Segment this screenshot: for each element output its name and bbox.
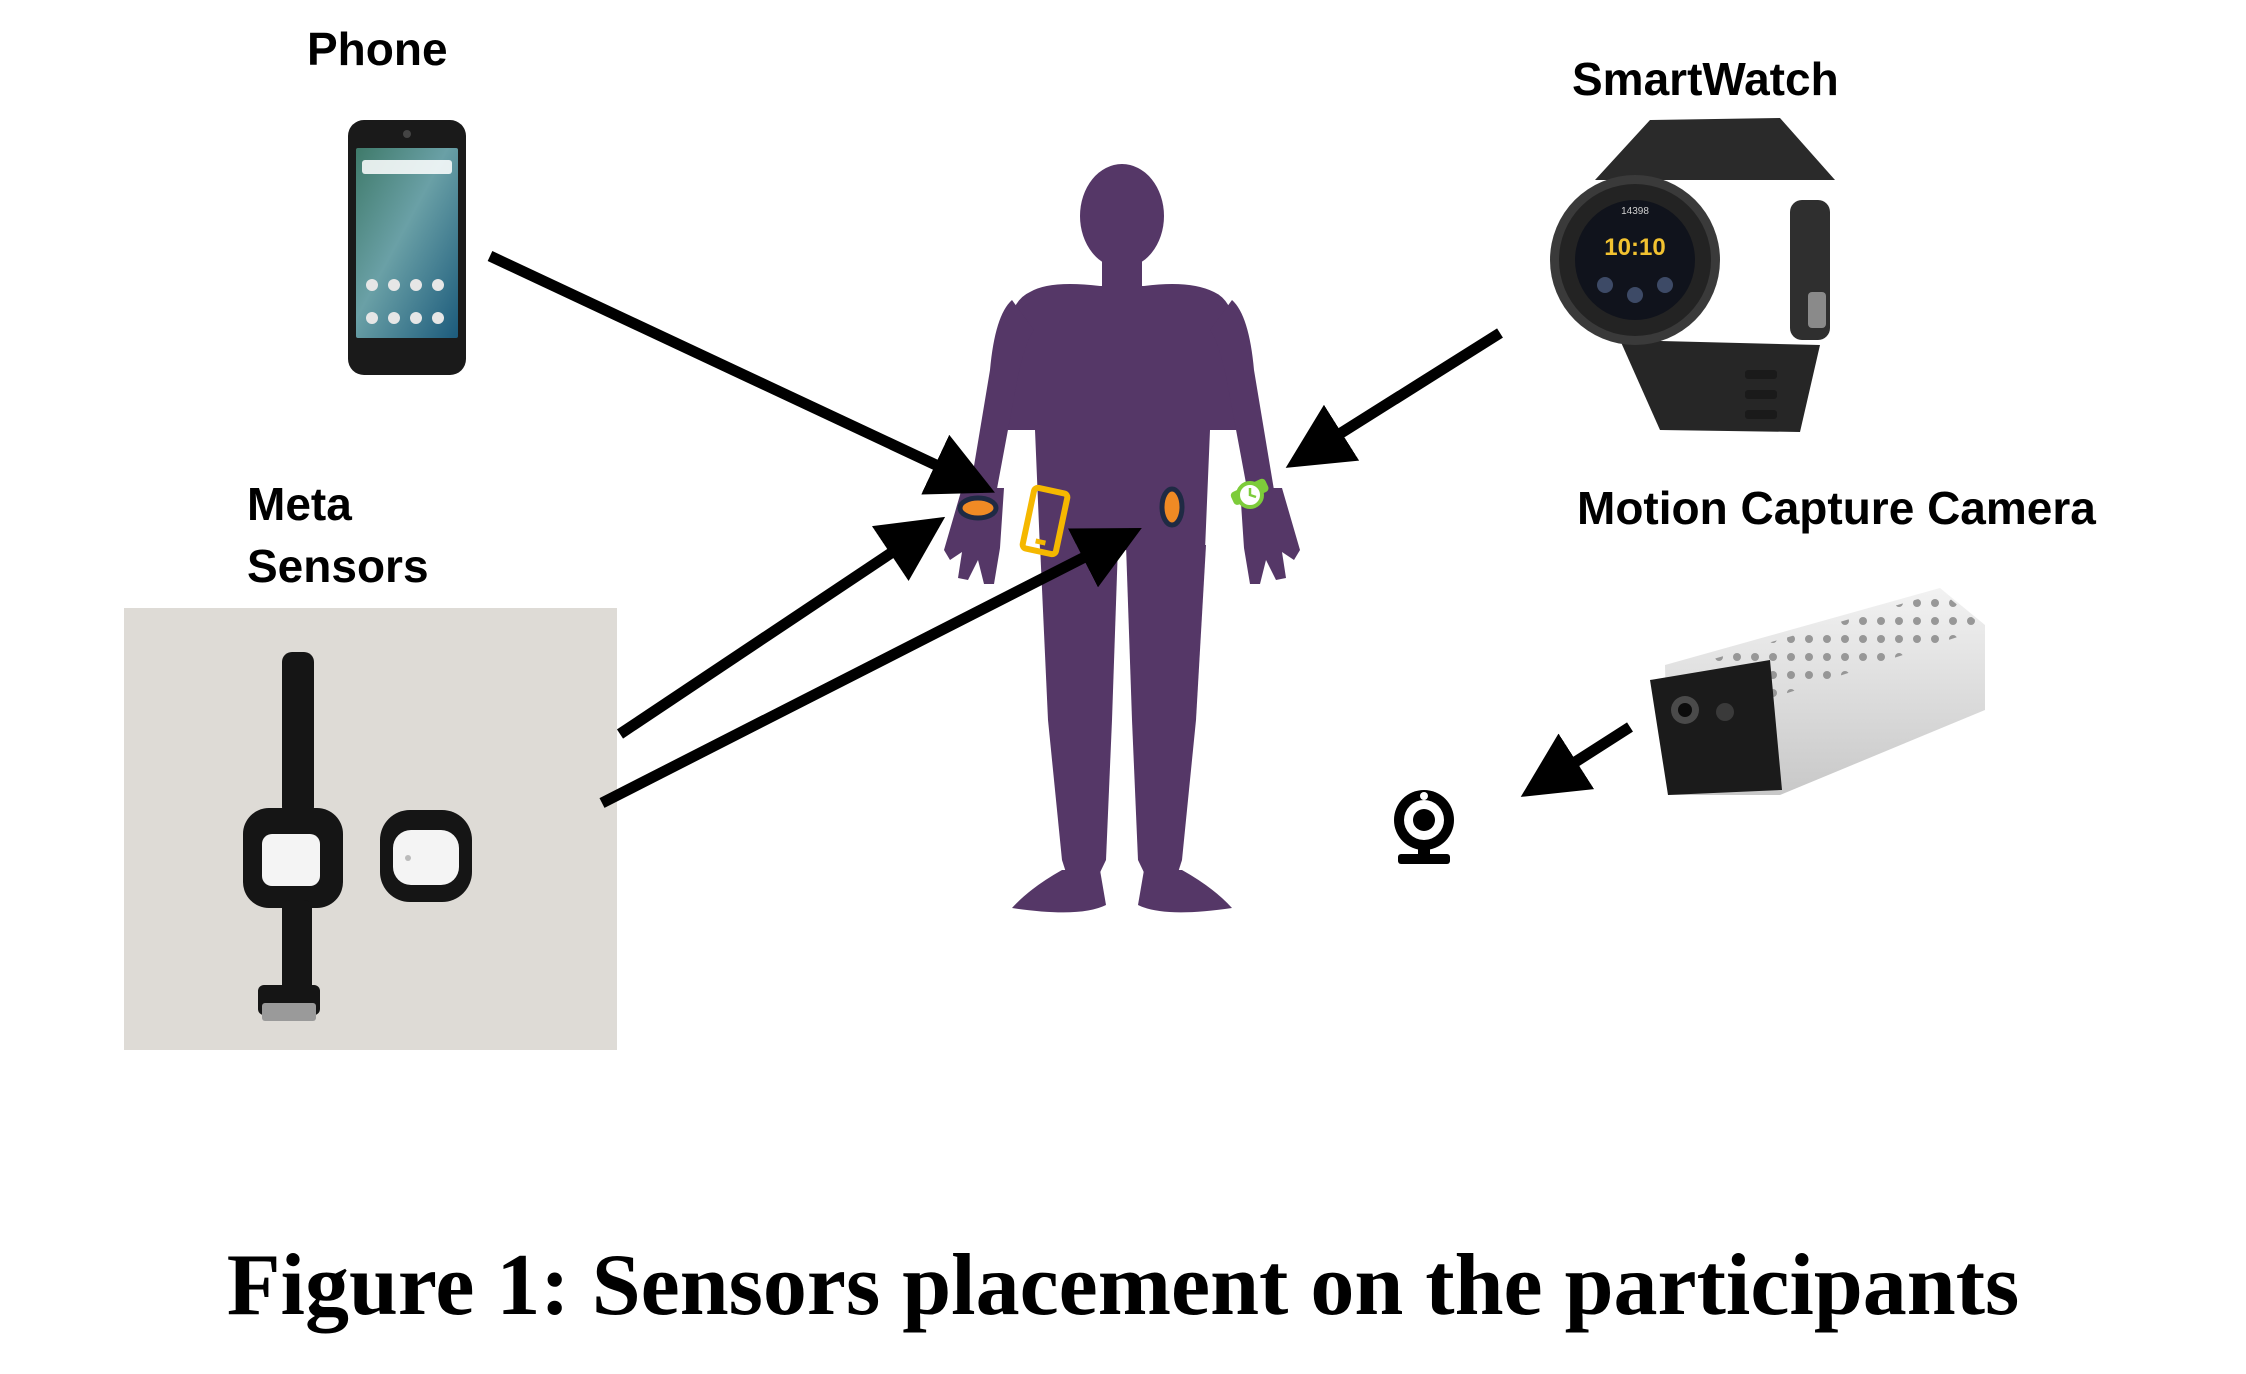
- figure-caption: Figure 1: Sensors placement on the parti…: [226, 1237, 2020, 1334]
- meta-sensors-label-line2: Sensors: [247, 540, 429, 593]
- left-wrist-sensor-marker: [957, 495, 999, 521]
- meta-sensors-image: [124, 608, 617, 1050]
- svg-text:14398: 14398: [1621, 206, 1649, 217]
- phone-label: Phone: [307, 23, 448, 75]
- meta-hip-arrow: [599, 528, 1142, 808]
- motion-capture-camera-label: Motion Capture Camera: [1577, 482, 2096, 534]
- svg-text:10:10: 10:10: [1604, 234, 1665, 261]
- arrows: [487, 251, 1633, 808]
- right-wrist-watch-marker: [1230, 478, 1269, 509]
- camera-arrow: [1520, 722, 1633, 797]
- human-body-silhouette: [944, 164, 1300, 913]
- smartwatch-label: SmartWatch: [1572, 53, 1839, 105]
- meta-sensors-label-line1: Meta: [247, 478, 352, 530]
- hip-sensor-marker: [1159, 486, 1185, 528]
- webcam-icon: [1394, 790, 1454, 864]
- meta-sensors-label: Meta Sensors: [247, 473, 429, 597]
- motion-capture-camera-image: [1650, 588, 1985, 795]
- phone-image: [348, 120, 466, 375]
- watch-arrow: [1285, 328, 1503, 468]
- smartwatch-image: 10:10 14398: [1550, 118, 1835, 432]
- phone-pocket-marker: [1019, 484, 1071, 558]
- meta-wrist-arrow: [616, 516, 946, 739]
- phone-arrow: [487, 251, 995, 495]
